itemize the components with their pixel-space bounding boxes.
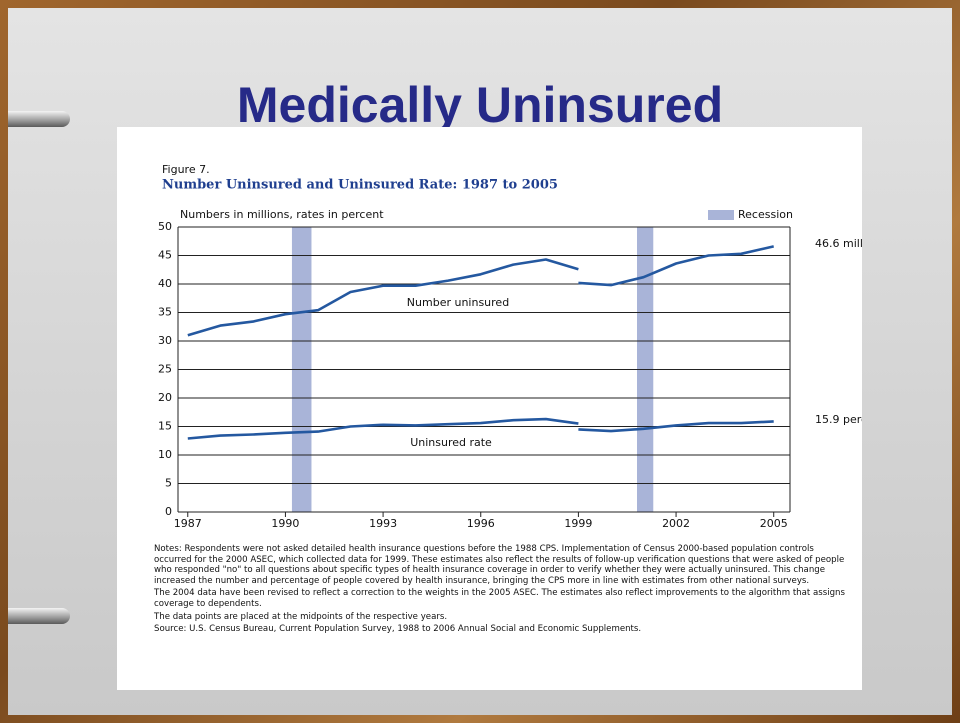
y-tick-label: 10: [158, 448, 172, 461]
series-label: Uninsured rate: [410, 436, 492, 449]
y-tick-label: 25: [158, 363, 172, 376]
y-tick-label: 45: [158, 249, 172, 262]
x-tick-label: 1987: [174, 517, 202, 530]
y-tick-label: 15: [158, 420, 172, 433]
x-tick-label: 1990: [271, 517, 299, 530]
figure-label: Figure 7.: [162, 163, 210, 176]
y-tick-label: 30: [158, 334, 172, 347]
chart-subtitle: Numbers in millions, rates in percent: [180, 208, 384, 221]
x-tick-label: 1996: [467, 517, 495, 530]
end-label: 46.6 million: [815, 237, 862, 250]
binder-ring: [8, 608, 70, 624]
chart: Figure 7. Number Uninsured and Uninsured…: [117, 127, 862, 542]
chart-title: Number Uninsured and Uninsured Rate: 198…: [162, 178, 558, 193]
legend-swatch: [708, 210, 734, 220]
y-tick-label: 35: [158, 306, 172, 319]
legend-label: Recession: [738, 208, 793, 221]
figure-panel: Figure 7. Number Uninsured and Uninsured…: [117, 127, 862, 690]
x-tick-label: 1993: [369, 517, 397, 530]
end-label: 15.9 percent: [815, 413, 862, 426]
slide-title: Medically Uninsured: [8, 76, 952, 134]
y-tick-label: 5: [165, 477, 172, 490]
y-tick-label: 40: [158, 277, 172, 290]
y-tick-label: 20: [158, 391, 172, 404]
notes: Notes: Respondents were not asked detail…: [154, 544, 854, 637]
data-line: [188, 246, 774, 335]
y-tick-label: 50: [158, 220, 172, 233]
note: Source: U.S. Census Bureau, Current Popu…: [154, 624, 854, 635]
note: The 2004 data have been revised to refle…: [154, 588, 854, 609]
x-tick-label: 1999: [564, 517, 592, 530]
x-tick-label: 2005: [760, 517, 788, 530]
series-label: Number uninsured: [407, 296, 509, 309]
note: The data points are placed at the midpoi…: [154, 612, 854, 623]
x-tick-label: 2002: [662, 517, 690, 530]
y-tick-label: 0: [165, 505, 172, 518]
slide-frame: Medically Uninsured Figure 7. Number Uni…: [0, 0, 960, 723]
note: Notes: Respondents were not asked detail…: [154, 544, 854, 586]
